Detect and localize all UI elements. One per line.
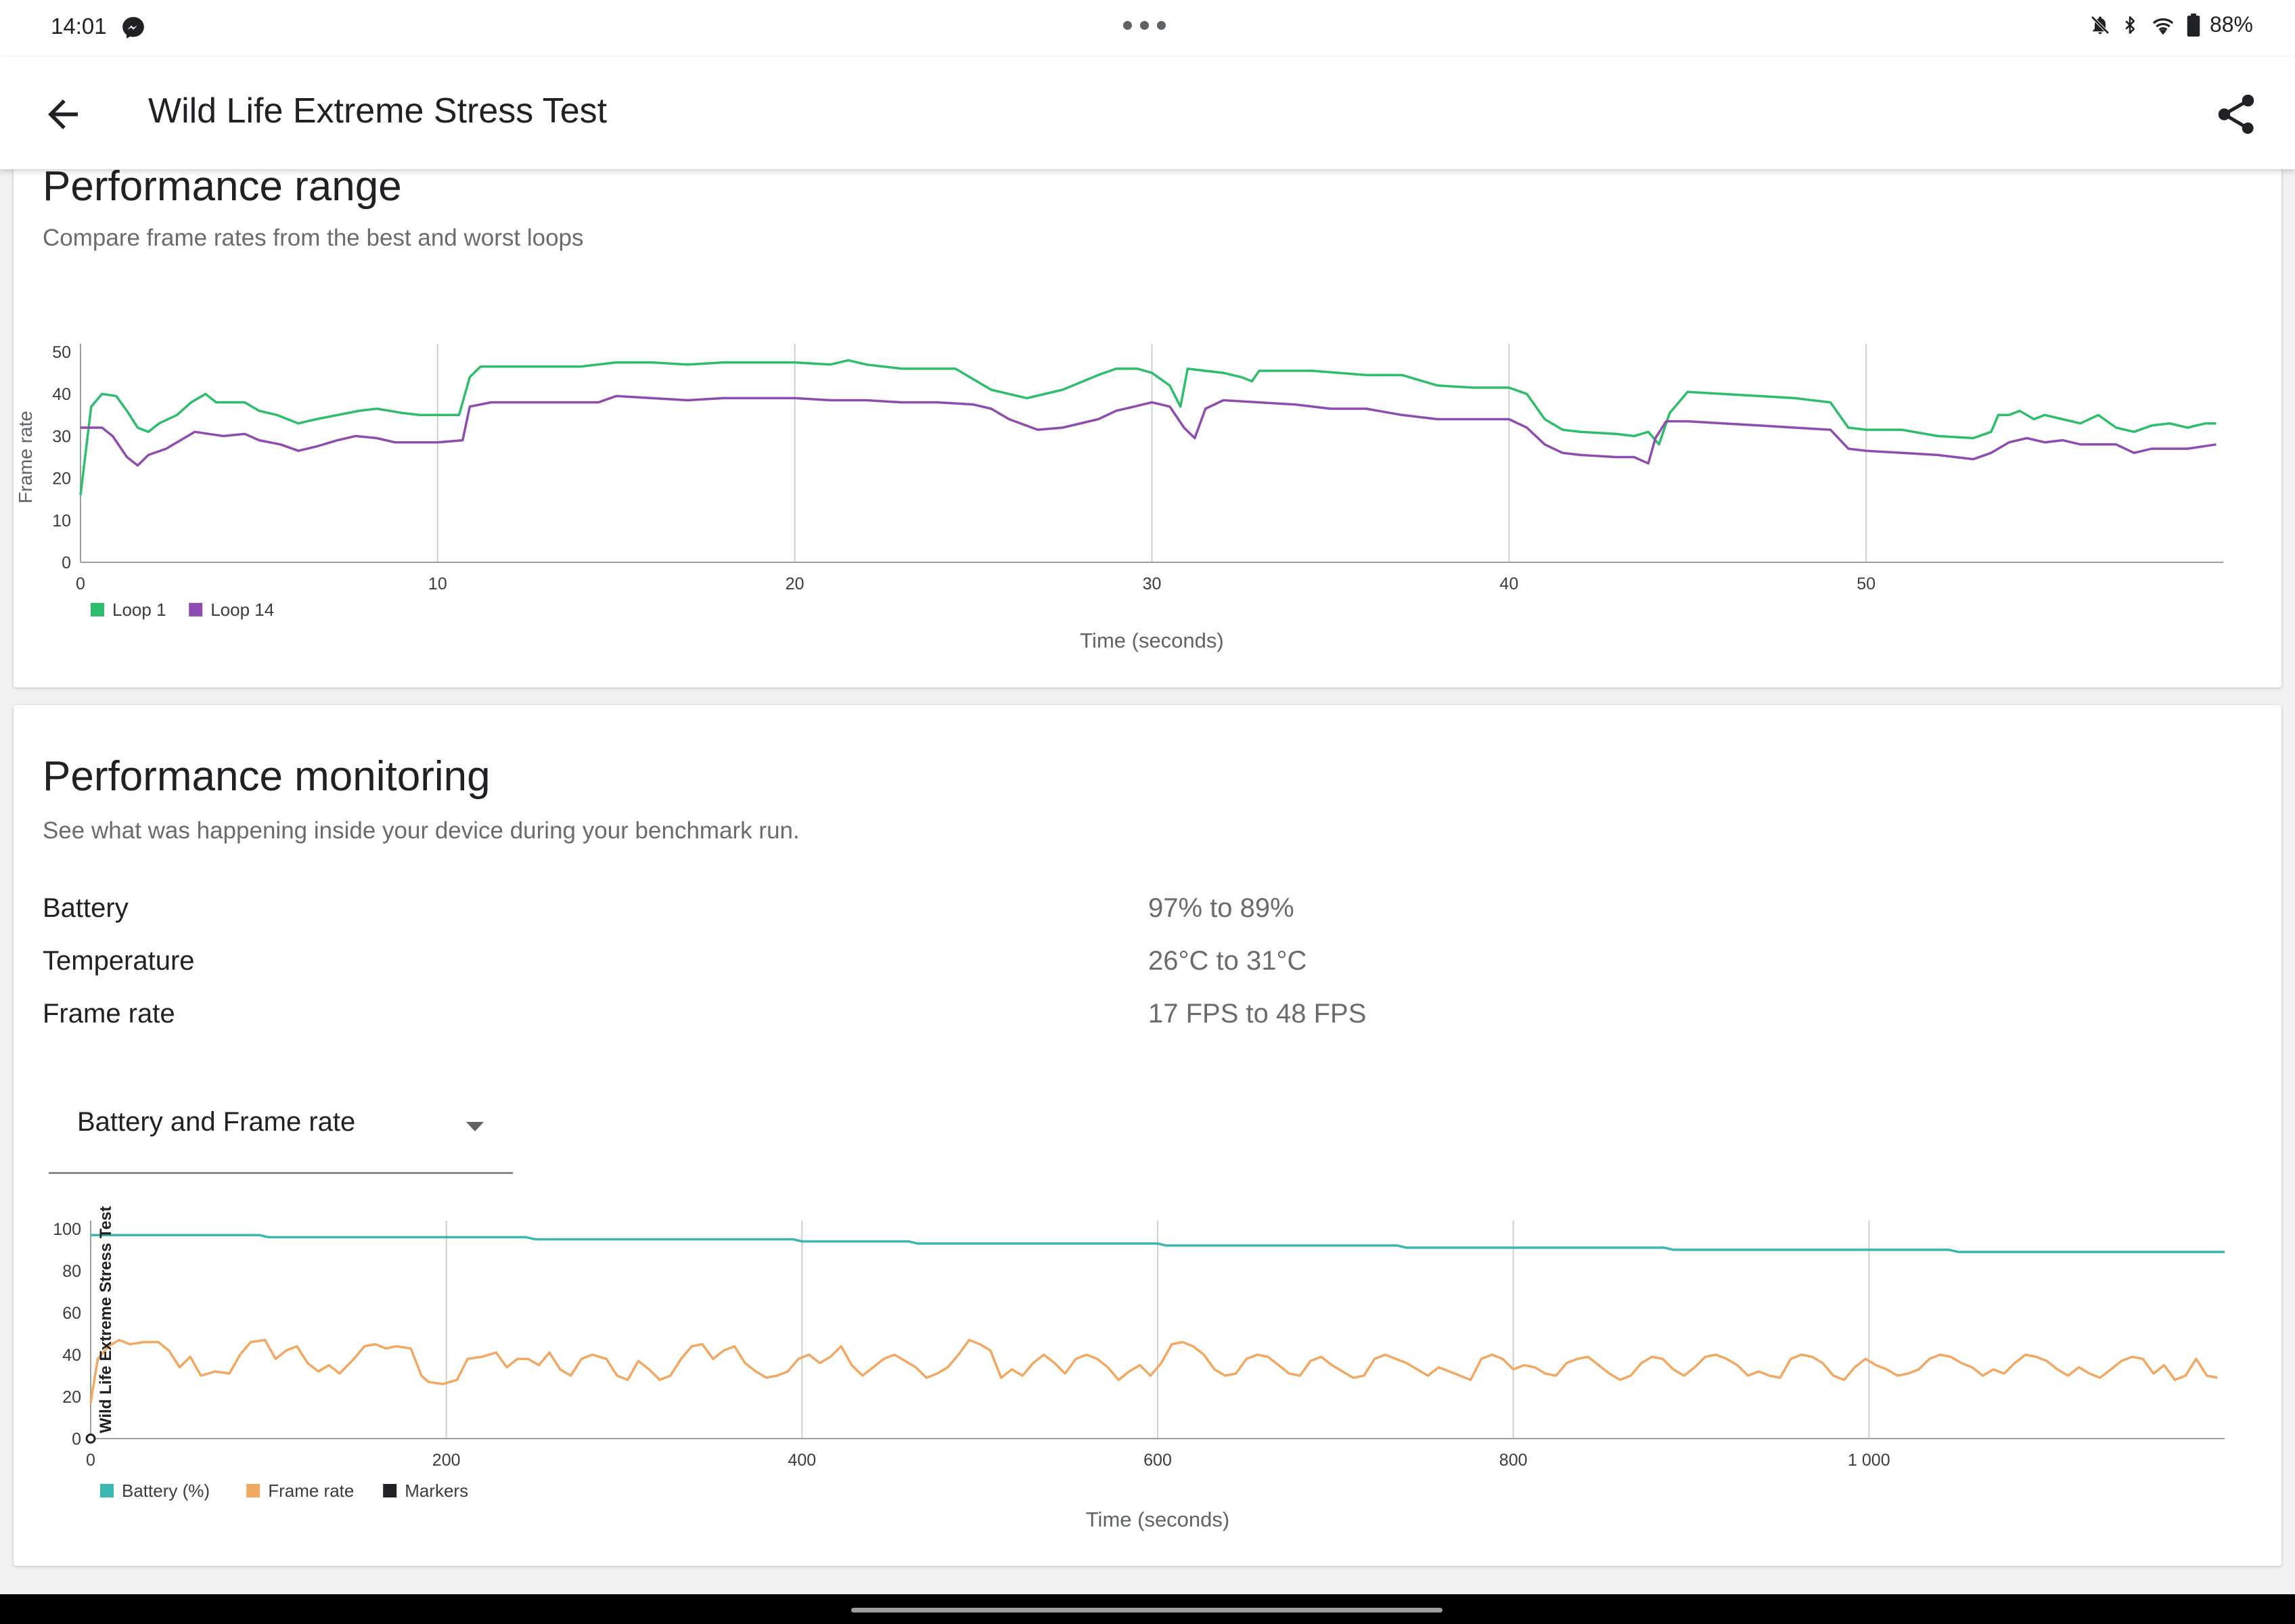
series-line-1 (79, 359, 2217, 495)
mute-notifications-icon (2091, 15, 2110, 35)
legend-swatch (189, 603, 203, 616)
stat-value-temperature: 26°C to 31°C (1148, 946, 1307, 976)
page-title: Wild Life Extreme Stress Test (148, 91, 608, 131)
status-time: 14:01 (51, 14, 107, 39)
legend-label: Loop 14 (210, 600, 274, 620)
wifi-icon (2152, 18, 2174, 35)
stat-value-battery: 97% to 89% (1148, 893, 1294, 923)
x-axis-label: Time (seconds) (1080, 629, 1223, 652)
legend-swatch (383, 1484, 397, 1497)
status-bar: 14:01 88% (0, 0, 2295, 57)
more-dots-icon[interactable] (1123, 21, 1166, 30)
legend-swatch (100, 1484, 114, 1497)
performance-range-chart: 0 10 20 30 40 50 0 10 20 30 40 50 Frame rate Time (se… (15, 343, 2223, 652)
y-tick-label: 50 (52, 343, 71, 362)
x-tick-label: 50 (1857, 574, 1876, 593)
performance-monitoring-subtitle: See what was happening inside your devic… (43, 817, 800, 844)
legend-label: Battery (%) (122, 1481, 210, 1501)
series-line-2 (81, 394, 2217, 467)
stat-label-frame-rate: Frame rate (43, 999, 175, 1029)
battery-percent: 88% (2209, 12, 2253, 37)
performance-range-subtitle: Compare frame rates from the best and wo… (43, 225, 584, 251)
arrow-back-icon[interactable] (41, 92, 85, 137)
x-tick-label: 20 (786, 574, 804, 593)
stat-label-temperature: Temperature (43, 946, 195, 976)
x-tick-label: 0 (76, 574, 85, 593)
x-tick-label: 800 (1499, 1451, 1528, 1470)
chart-metric-dropdown[interactable]: Battery and Frame rate (49, 1070, 513, 1174)
x-axis-label: Time (seconds) (1086, 1508, 1229, 1531)
x-tick-label: 30 (1143, 574, 1162, 593)
marker-label: Wild Life Extreme Stress Test (97, 1206, 115, 1433)
y-tick-label: 30 (52, 427, 71, 446)
messenger-icon (122, 17, 144, 39)
performance-range-card: Performance range Compare frame rates fr… (14, 142, 2281, 687)
performance-monitoring-title: Performance monitoring (43, 753, 491, 800)
x-tick-label: 10 (428, 574, 447, 593)
legend-label: Markers (405, 1481, 468, 1501)
home-gesture-handle[interactable] (851, 1608, 1442, 1612)
y-tick-label: 60 (62, 1304, 81, 1323)
y-tick-label: 20 (62, 1388, 81, 1407)
y-tick-label: 0 (72, 1430, 81, 1449)
share-icon[interactable] (2212, 91, 2260, 138)
series-line-2 (89, 1338, 2218, 1403)
stat-value-frame-rate: 17 FPS to 48 FPS (1148, 999, 1367, 1029)
battery-icon (2187, 13, 2200, 37)
x-tick-label: 400 (788, 1451, 816, 1470)
legend-swatch (91, 603, 104, 616)
y-tick-label: 80 (62, 1262, 81, 1281)
x-tick-label: 600 (1143, 1451, 1172, 1470)
y-tick-label: 20 (52, 470, 71, 489)
app-bar: Wild Life Extreme Stress Test (0, 57, 2295, 169)
dropdown-selected-value: Battery and Frame rate (77, 1107, 356, 1137)
y-tick-label: 10 (52, 512, 71, 531)
y-axis-label: Frame rate (15, 411, 36, 503)
series-line-1 (91, 1234, 2225, 1253)
legend-swatch (246, 1484, 260, 1497)
x-tick-label: 40 (1499, 574, 1518, 593)
y-tick-label: 40 (52, 385, 71, 404)
x-tick-label: 1 000 (1848, 1451, 1890, 1470)
dropdown-arrow-icon (466, 1122, 484, 1131)
performance-monitoring-card: Performance monitoring See what was happ… (14, 705, 2281, 1566)
marker-point (85, 1433, 96, 1444)
stat-label-battery: Battery (43, 893, 129, 923)
navigation-bar (0, 1594, 2295, 1624)
x-tick-label: 0 (86, 1451, 95, 1470)
performance-range-title: Performance range (43, 163, 402, 210)
x-tick-label: 200 (432, 1451, 461, 1470)
y-tick-label: 40 (62, 1346, 81, 1365)
legend-label: Loop 1 (112, 600, 166, 620)
status-icons: 88% (2089, 12, 2253, 37)
y-tick-label: 0 (62, 554, 71, 572)
y-tick-label: 100 (53, 1220, 81, 1239)
bluetooth-icon (2125, 16, 2135, 34)
legend-label: Frame rate (268, 1481, 354, 1501)
